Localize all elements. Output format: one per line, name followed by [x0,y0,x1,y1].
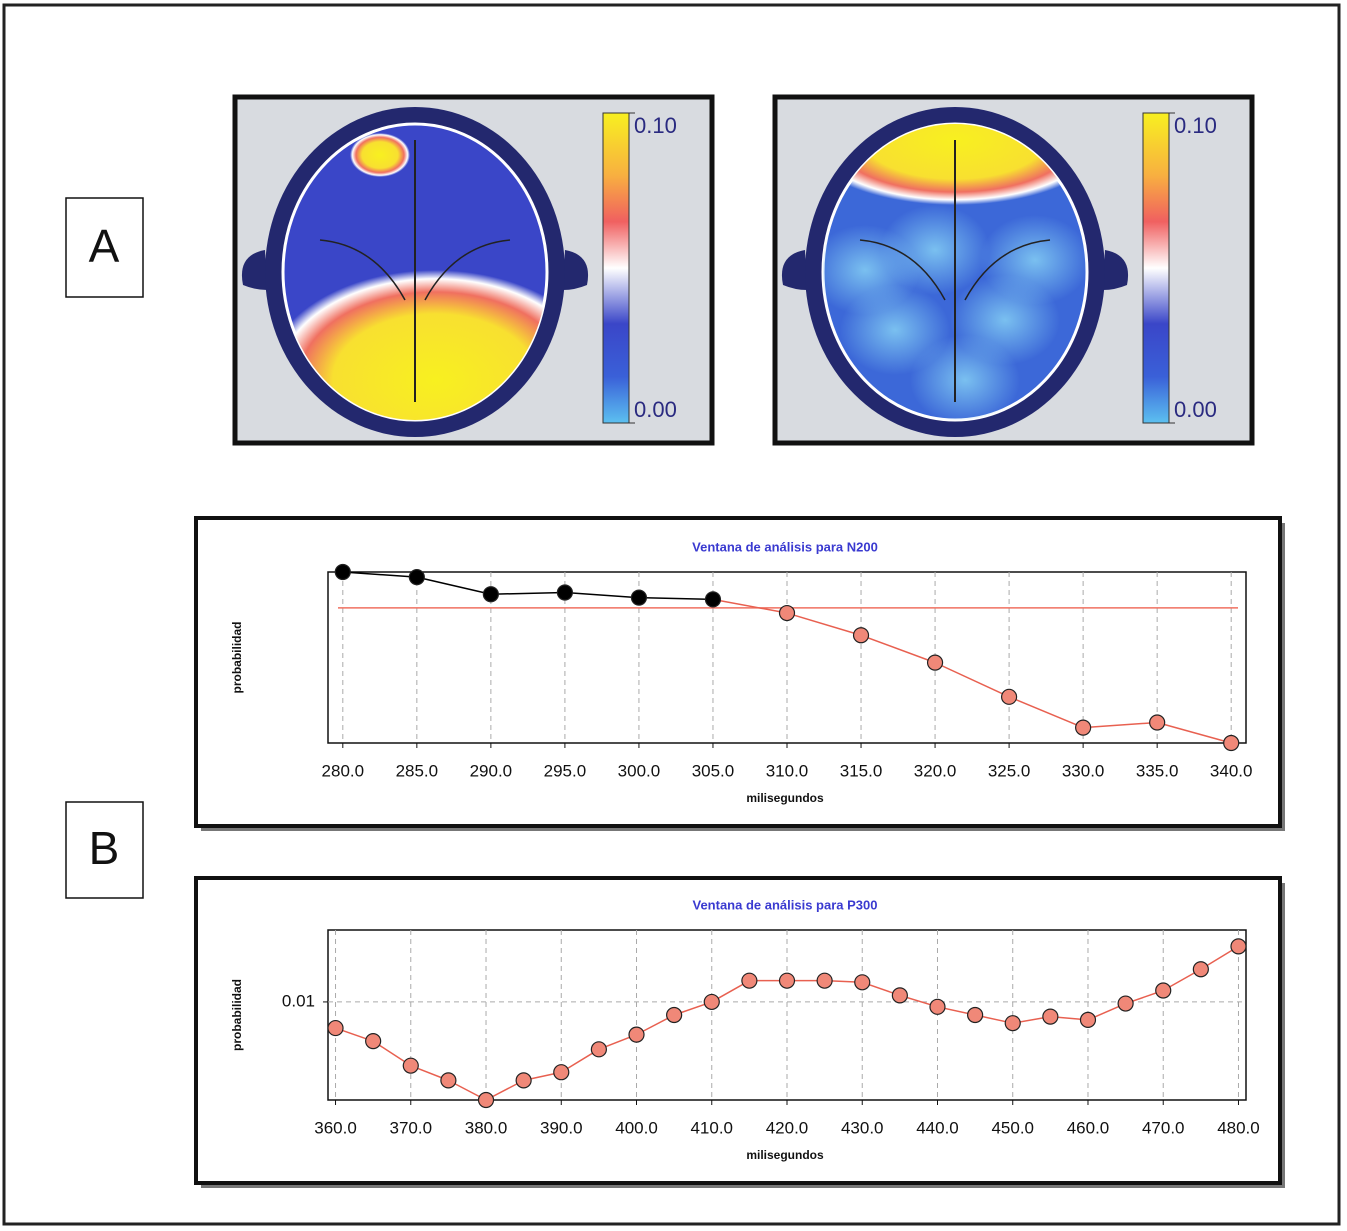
data-point [780,606,795,621]
data-point [854,628,869,643]
data-point [1224,736,1239,751]
colorbar-label: 0.10 [634,113,677,138]
x-axis-label: milisegundos [746,791,824,805]
x-tick-label: 390.0 [540,1118,583,1137]
charts: 280.0 285.0 290.0 295.0 300.0 305.0 310.0 315.0… [196,518,1285,1188]
y-axis-label: probabilidad [230,622,244,694]
x-tick-label: 460.0 [1067,1118,1110,1137]
chart-title: Ventana de análisis para N200 [692,539,878,554]
data-point [1002,689,1017,704]
x-tick-label: 470.0 [1142,1118,1185,1137]
data-point [667,1008,682,1023]
data-point [1080,1012,1095,1027]
x-tick-label: 400.0 [615,1118,658,1137]
data-point [1231,939,1246,954]
data-point [557,585,572,600]
data-point [328,1021,343,1036]
x-tick-label: 370.0 [389,1118,432,1137]
x-tick-label: 280.0 [322,761,365,780]
data-point [441,1073,456,1088]
x-tick-label: 380.0 [465,1118,508,1137]
data-point [928,655,943,670]
data-point [483,587,498,602]
x-tick-label: 430.0 [841,1118,884,1137]
data-point [742,973,757,988]
activity-blob [810,225,920,315]
data-point [591,1042,606,1057]
data-point [780,973,795,988]
data-point [629,1027,644,1042]
x-tick-label: 310.0 [766,761,809,780]
colorbar-label: 0.00 [634,397,677,422]
data-point [479,1093,494,1108]
x-tick-label: 335.0 [1136,761,1179,780]
x-tick-label: 300.0 [618,761,661,780]
chart-title: Ventana de análisis para P300 [693,897,878,912]
x-tick-label: 420.0 [766,1118,809,1137]
x-tick-label: 450.0 [991,1118,1034,1137]
data-point [1076,720,1091,735]
x-tick-label: 360.0 [314,1118,357,1137]
x-tick-label: 440.0 [916,1118,959,1137]
data-point [1156,983,1171,998]
x-tick-label: 305.0 [692,761,735,780]
data-point [335,565,350,580]
x-tick-label: 330.0 [1062,761,1105,780]
brain-maps: 0.10 0.00 0.10 0.00 [235,75,1252,490]
activity-blob [350,133,410,177]
data-point [631,590,646,605]
data-point [705,592,720,607]
data-point [930,999,945,1014]
x-tick-label: 340.0 [1210,761,1253,780]
data-point [1193,962,1208,977]
data-point [366,1034,381,1049]
x-axis-label: milisegundos [746,1148,824,1162]
x-tick-label: 480.0 [1217,1118,1260,1137]
data-point [1118,996,1133,1011]
colorbar [1143,113,1169,423]
data-point [855,975,870,990]
x-tick-label: 320.0 [914,761,957,780]
data-point [704,994,719,1009]
data-point [1005,1016,1020,1031]
x-tick-label: 325.0 [988,761,1031,780]
x-tick-label: 285.0 [396,761,439,780]
x-tick-label: 315.0 [840,761,883,780]
x-tick-label: 290.0 [470,761,513,780]
colorbar [603,113,629,423]
x-tick-label: 410.0 [690,1118,733,1137]
colorbar-label: 0.10 [1174,113,1217,138]
data-point [1043,1009,1058,1024]
data-point [554,1065,569,1080]
data-point [817,973,832,988]
panel-label: B [89,822,120,874]
data-point [516,1073,531,1088]
data-point [403,1058,418,1073]
panel-label: A [89,220,120,272]
data-point [892,988,907,1003]
activity-blob [980,215,1090,305]
colorbar-label: 0.00 [1174,397,1217,422]
data-point [968,1008,983,1023]
y-axis-label: probabilidad [230,979,244,1051]
x-tick-label: 295.0 [544,761,587,780]
data-point [409,570,424,585]
figure: A B 0.10 0.00 0.10 0.00 280.0 285.0 290.0 295.… [0,0,1347,1231]
y-tick-label: 0.01 [282,991,315,1010]
data-point [1150,715,1165,730]
